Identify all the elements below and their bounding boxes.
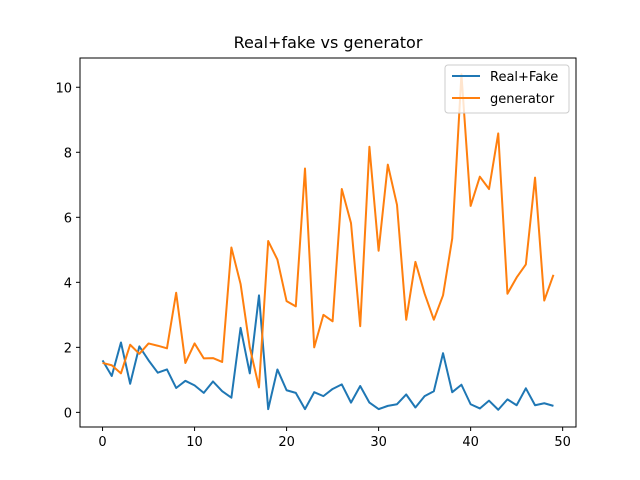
y-tick-label: 8 xyxy=(64,146,72,161)
x-tick-label: 30 xyxy=(370,435,387,450)
x-tick-label: 20 xyxy=(278,435,295,450)
x-tick-label: 10 xyxy=(186,435,203,450)
legend: Real+Fake generator xyxy=(444,64,570,114)
x-tick-label: 50 xyxy=(554,435,571,450)
y-tick-label: 2 xyxy=(64,341,72,356)
y-tick-label: 4 xyxy=(64,276,72,291)
series-line-generator xyxy=(102,73,555,389)
legend-label-real-fake: Real+Fake xyxy=(490,70,558,85)
legend-label-generator: generator xyxy=(490,92,555,107)
x-tick-label: 40 xyxy=(462,435,479,450)
chart-title: Real+fake vs generator xyxy=(234,33,423,52)
y-tick-label: 10 xyxy=(55,81,72,96)
plot-area xyxy=(101,73,555,411)
y-tick-label: 6 xyxy=(64,211,72,226)
series-line-real-fake xyxy=(101,294,554,411)
y-tick-label: 0 xyxy=(64,406,72,421)
x-tick-label: 0 xyxy=(98,435,106,450)
axes: 0 10 20 30 40 50 0 2 4 6 8 10 xyxy=(55,57,577,450)
axes-frame xyxy=(79,57,577,428)
